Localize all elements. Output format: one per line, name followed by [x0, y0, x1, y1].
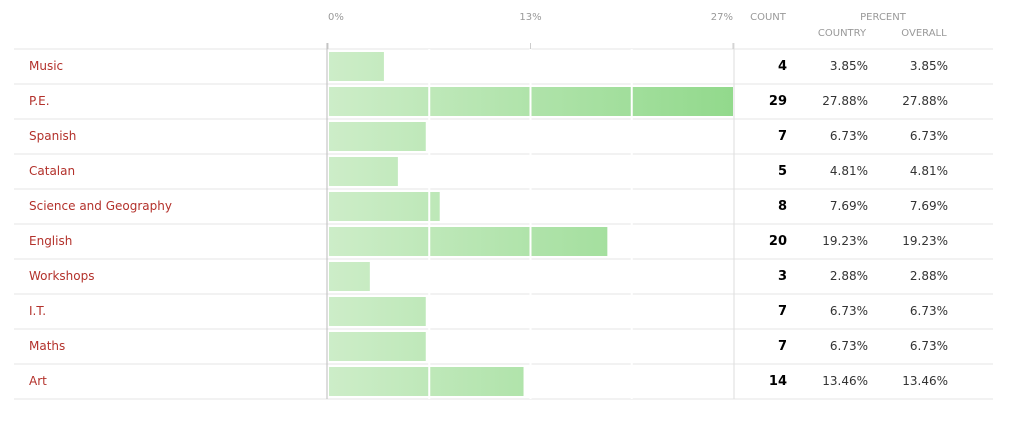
overall-percent: 7.69% — [910, 199, 948, 213]
overall-percent: 3.85% — [910, 59, 948, 73]
count-header: COUNT — [750, 12, 787, 23]
count: 3 — [778, 269, 787, 284]
country-percent: 7.69% — [830, 199, 868, 213]
x-tick-label: 27% — [711, 12, 733, 23]
category-label: Art — [29, 374, 47, 388]
category-label: P.E. — [29, 94, 50, 108]
bar — [329, 157, 398, 186]
country-percent: 2.88% — [830, 269, 868, 283]
count: 7 — [778, 129, 787, 144]
category-label: Science and Geography — [29, 199, 172, 213]
overall-percent: 6.73% — [910, 339, 948, 353]
count: 20 — [769, 234, 787, 249]
country-percent: 13.46% — [822, 374, 868, 388]
overall-percent: 4.81% — [910, 164, 948, 178]
overall-percent: 6.73% — [910, 304, 948, 318]
category-label: Catalan — [29, 164, 75, 178]
count: 4 — [778, 59, 787, 74]
category-label: Music — [29, 59, 63, 73]
country-percent: 6.73% — [830, 304, 868, 318]
category-label: Spanish — [29, 129, 76, 143]
bar — [329, 192, 440, 221]
category-label: I.T. — [29, 304, 46, 318]
category-label: Maths — [29, 339, 65, 353]
bar — [329, 367, 524, 396]
count: 7 — [778, 304, 787, 319]
country-percent: 19.23% — [822, 234, 868, 248]
overall-percent: 19.23% — [902, 234, 948, 248]
count: 5 — [778, 164, 787, 179]
country-percent: 6.73% — [830, 129, 868, 143]
bar — [329, 332, 426, 361]
country-percent: 6.73% — [830, 339, 868, 353]
overall-percent: 13.46% — [902, 374, 948, 388]
x-tick-label: 13% — [519, 12, 541, 23]
overall-header: OVERALL — [901, 28, 947, 39]
count: 8 — [778, 199, 787, 214]
category-label: Workshops — [29, 269, 94, 283]
category-label: English — [29, 234, 72, 248]
bar — [329, 227, 608, 256]
count: 14 — [769, 374, 787, 389]
country-header: COUNTRY — [818, 28, 867, 39]
overall-percent: 6.73% — [910, 129, 948, 143]
bar — [329, 122, 426, 151]
count: 29 — [769, 94, 787, 109]
count: 7 — [778, 339, 787, 354]
bar — [329, 262, 370, 291]
percent-header: PERCENT — [860, 12, 907, 23]
overall-percent: 2.88% — [910, 269, 948, 283]
country-percent: 3.85% — [830, 59, 868, 73]
country-percent: 27.88% — [822, 94, 868, 108]
overall-percent: 27.88% — [902, 94, 948, 108]
country-percent: 4.81% — [830, 164, 868, 178]
bar — [329, 297, 426, 326]
bar — [329, 52, 384, 81]
x-tick-label: 0% — [328, 12, 344, 23]
